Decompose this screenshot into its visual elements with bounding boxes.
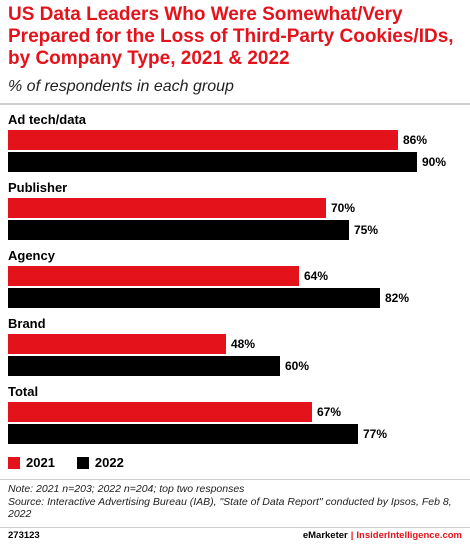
bar: [8, 130, 398, 150]
data-label: 64%: [304, 269, 329, 283]
category-label: Agency: [8, 248, 55, 263]
data-label: 86%: [403, 133, 428, 147]
bar: [8, 288, 380, 308]
data-label: 70%: [331, 201, 356, 215]
data-label: 82%: [385, 291, 410, 305]
category-label: Ad tech/data: [8, 112, 87, 127]
legend-swatch: [76, 456, 89, 469]
top-divider: [0, 103, 470, 105]
legend-item: 2022: [76, 455, 124, 470]
category-label: Total: [8, 384, 39, 399]
data-label: 48%: [231, 337, 256, 351]
bar: [8, 334, 226, 354]
legend: 2021 2022: [8, 455, 146, 472]
brand-site: InsiderIntelligence.com: [356, 530, 462, 541]
bar: [8, 152, 417, 172]
chart-title: US Data Leaders Who Were Somewhat/Very P…: [8, 4, 454, 69]
footer-divider: [0, 479, 470, 480]
bar: [8, 402, 312, 422]
data-label: 67%: [317, 405, 342, 419]
data-label: 77%: [363, 427, 388, 441]
bottom-divider: [0, 527, 470, 528]
legend-item: 2021: [8, 455, 55, 470]
source-text: Source: Interactive Advertising Bureau (…: [8, 495, 452, 521]
bar: [8, 266, 299, 286]
bar-chart: Ad tech/data 86% 90% Publisher 70% 75% Agency 6…: [0, 106, 470, 446]
brand-name: eMarketer: [302, 530, 348, 541]
legend-label: 2021: [26, 455, 55, 470]
data-label: 75%: [354, 223, 379, 237]
bar: [8, 424, 358, 444]
legend-label: 2022: [94, 455, 124, 470]
note-text: Note: 2021 n=203; 2022 n=204; top two re…: [8, 483, 245, 495]
brand-credit: eMarketer | InsiderIntelligence.com: [303, 530, 462, 541]
bar: [8, 198, 326, 218]
notes: Note: 2021 n=203; 2022 n=204; top two re…: [8, 483, 466, 521]
legend-swatch: [8, 456, 20, 469]
bar: [8, 356, 280, 376]
data-label: 60%: [285, 359, 310, 373]
brand-separator: |: [350, 530, 354, 541]
data-label: 90%: [422, 155, 447, 169]
chart-subtitle: % of respondents in each group: [8, 78, 234, 95]
category-label: Publisher: [8, 180, 68, 195]
category-label: Brand: [8, 316, 46, 331]
bar: [8, 220, 349, 240]
chart-id: 273123: [8, 530, 40, 541]
